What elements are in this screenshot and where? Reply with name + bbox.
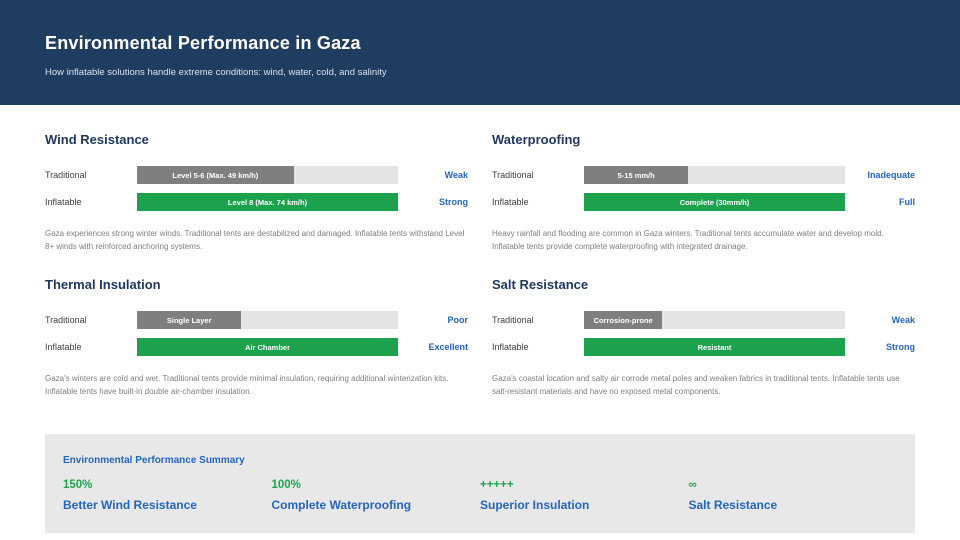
rating-label: Full bbox=[899, 197, 915, 207]
stat-value: +++++ bbox=[480, 479, 514, 491]
bar-label: 5-15 mm/h bbox=[617, 170, 655, 180]
stat-value: ∞ bbox=[688, 479, 697, 491]
traditional-row: Traditional Corrosion-prone Weak bbox=[492, 311, 915, 329]
rating-label: Inadequate bbox=[867, 170, 915, 180]
section-description: Gaza's coastal location and salty air co… bbox=[492, 374, 900, 396]
traditional-row: Traditional Single Layer Poor bbox=[45, 311, 468, 329]
header: Environmental Performance in Gaza How in… bbox=[0, 0, 960, 105]
stat-label: Salt Resistance bbox=[688, 498, 778, 512]
stat-salt: ∞ Salt Resistance bbox=[689, 479, 898, 512]
row-label: Inflatable bbox=[492, 197, 529, 207]
rating-label: Excellent bbox=[428, 342, 468, 352]
stat-value: 100% bbox=[271, 479, 301, 491]
stat-waterproofing: 100% Complete Waterproofing bbox=[272, 479, 481, 512]
bar-track: 5-15 mm/h bbox=[584, 166, 845, 184]
section-salt-resistance: Salt Resistance Traditional Corrosion-pr… bbox=[492, 277, 915, 398]
bar-track: Complete (30mm/h) bbox=[584, 193, 845, 211]
rating-label: Weak bbox=[891, 315, 915, 325]
bar-label: Corrosion-prone bbox=[593, 315, 653, 325]
inflatable-row: Inflatable Level 8 (Max. 74 km/h) Strong bbox=[45, 193, 468, 211]
rating-label: Weak bbox=[444, 170, 468, 180]
bar-fill-traditional: Corrosion-prone bbox=[584, 311, 663, 329]
bar-label: Air Chamber bbox=[244, 342, 290, 352]
row-label: Traditional bbox=[45, 170, 87, 180]
stat-wind: 150% Better Wind Resistance bbox=[63, 479, 272, 512]
rating-label: Poor bbox=[447, 315, 468, 325]
comparison-grid: Wind Resistance Traditional Level 5-6 (M… bbox=[0, 105, 960, 398]
traditional-row: Traditional 5-15 mm/h Inadequate bbox=[492, 166, 915, 184]
stat-value: 150% bbox=[63, 479, 93, 491]
section-description: Gaza's winters are cold and wet. Traditi… bbox=[45, 374, 449, 396]
bar-fill-inflatable: Air Chamber bbox=[137, 338, 398, 356]
bar-fill-inflatable: Complete (30mm/h) bbox=[584, 193, 845, 211]
summary-stats: 150% Better Wind Resistance 100% Complet… bbox=[63, 479, 897, 512]
stat-label: Complete Waterproofing bbox=[271, 498, 412, 512]
bar-track: Single Layer bbox=[137, 311, 398, 329]
inflatable-row: Inflatable Air Chamber Excellent bbox=[45, 338, 468, 356]
bar-fill-traditional: Single Layer bbox=[137, 311, 242, 329]
row-label: Traditional bbox=[492, 315, 534, 325]
row-label: Traditional bbox=[45, 315, 87, 325]
row-label: Traditional bbox=[492, 170, 534, 180]
inflatable-row: Inflatable Resistant Strong bbox=[492, 338, 915, 356]
section-title: Salt Resistance bbox=[492, 277, 589, 292]
bar-track: Level 5-6 (Max. 49 km/h) bbox=[137, 166, 398, 184]
section-thermal-insulation: Thermal Insulation Traditional Single La… bbox=[45, 277, 468, 398]
summary-band: Environmental Performance Summary 150% B… bbox=[45, 434, 915, 533]
summary-title: Environmental Performance Summary bbox=[63, 455, 245, 466]
traditional-row: Traditional Level 5-6 (Max. 49 km/h) Wea… bbox=[45, 166, 468, 184]
rating-label: Strong bbox=[886, 342, 915, 352]
bar-fill-inflatable: Resistant bbox=[584, 338, 845, 356]
bar-label: Level 8 (Max. 74 km/h) bbox=[227, 197, 308, 207]
section-title: Waterproofing bbox=[492, 132, 581, 147]
bar-label: Level 5-6 (Max. 49 km/h) bbox=[172, 170, 259, 180]
stat-label: Superior Insulation bbox=[480, 498, 590, 512]
bar-fill-inflatable: Level 8 (Max. 74 km/h) bbox=[137, 193, 398, 211]
bar-track: Resistant bbox=[584, 338, 845, 356]
section-waterproofing: Waterproofing Traditional 5-15 mm/h Inad… bbox=[492, 132, 915, 253]
stat-insulation: +++++ Superior Insulation bbox=[480, 479, 689, 512]
section-title: Wind Resistance bbox=[45, 132, 149, 147]
bar-track: Air Chamber bbox=[137, 338, 398, 356]
rating-label: Strong bbox=[439, 197, 468, 207]
page-subtitle: How inflatable solutions handle extreme … bbox=[45, 67, 387, 78]
page-title: Environmental Performance in Gaza bbox=[45, 33, 361, 53]
row-label: Inflatable bbox=[45, 342, 82, 352]
bar-label: Complete (30mm/h) bbox=[679, 197, 750, 207]
section-title: Thermal Insulation bbox=[45, 277, 161, 292]
stat-label: Better Wind Resistance bbox=[63, 498, 197, 512]
bar-track: Level 8 (Max. 74 km/h) bbox=[137, 193, 398, 211]
bar-fill-traditional: Level 5-6 (Max. 49 km/h) bbox=[137, 166, 294, 184]
section-description: Gaza experiences strong winter winds. Tr… bbox=[45, 229, 465, 251]
row-label: Inflatable bbox=[45, 197, 82, 207]
bar-label: Single Layer bbox=[166, 315, 212, 325]
bar-label: Resistant bbox=[697, 342, 732, 352]
bar-fill-traditional: 5-15 mm/h bbox=[584, 166, 689, 184]
row-label: Inflatable bbox=[492, 342, 529, 352]
bar-track: Corrosion-prone bbox=[584, 311, 845, 329]
section-wind-resistance: Wind Resistance Traditional Level 5-6 (M… bbox=[45, 132, 468, 253]
inflatable-row: Inflatable Complete (30mm/h) Full bbox=[492, 193, 915, 211]
section-description: Heavy rainfall and flooding are common i… bbox=[492, 229, 884, 251]
